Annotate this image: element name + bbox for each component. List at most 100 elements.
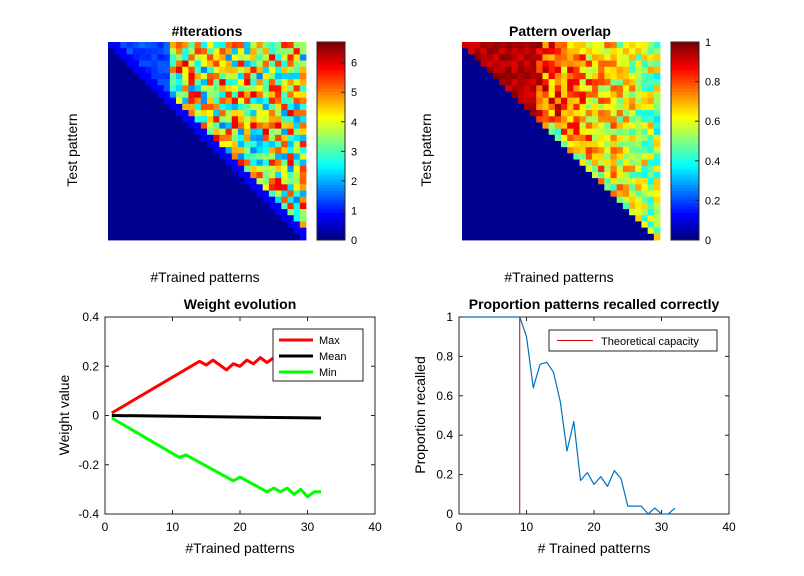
heatmap-cell xyxy=(256,215,264,222)
heatmap-cell xyxy=(499,153,506,160)
heatmap-cell xyxy=(561,178,568,185)
heatmap-cell xyxy=(219,141,226,148)
heatmap-cell xyxy=(579,42,587,49)
heatmap-cell xyxy=(591,153,599,160)
heatmap-cell xyxy=(182,48,189,55)
heatmap-cell xyxy=(169,85,177,92)
heatmap-cell xyxy=(517,165,525,173)
heatmap-cell xyxy=(480,153,488,160)
colorbar-segment xyxy=(317,156,345,161)
heatmap-cell xyxy=(486,122,494,130)
heatmap-cell xyxy=(517,103,525,111)
heatmap-cell xyxy=(200,190,208,198)
heatmap-cell xyxy=(250,233,257,241)
heatmap-cell xyxy=(641,165,649,173)
colorbar-segment xyxy=(671,66,699,71)
heatmap-cell xyxy=(145,79,152,86)
heatmap-cell xyxy=(151,134,158,142)
heatmap-cell xyxy=(250,66,257,74)
heatmap-cell xyxy=(462,72,469,80)
heatmap-cell xyxy=(163,171,171,179)
heatmap-cell xyxy=(114,48,121,55)
heatmap-cell xyxy=(275,221,282,229)
heatmap-cell xyxy=(647,215,655,222)
heatmap-cell xyxy=(275,110,282,117)
colorbar-segment xyxy=(671,230,699,235)
heatmap-cell xyxy=(486,159,494,167)
heatmap-cell xyxy=(287,60,295,68)
colorbar-segment xyxy=(317,218,345,222)
heatmap-cell xyxy=(275,72,282,80)
heatmap-cell xyxy=(523,190,531,198)
heatmap-cell xyxy=(579,122,587,130)
heatmap-cell xyxy=(573,122,580,130)
heatmap-cell xyxy=(511,202,519,210)
heatmap-cell xyxy=(194,60,202,68)
heatmap-cell xyxy=(585,184,593,191)
heatmap-cell xyxy=(293,141,301,148)
heatmap-cell xyxy=(145,54,152,61)
heatmap-cell xyxy=(132,215,140,222)
heatmap-cell xyxy=(635,54,642,61)
heatmap-cell xyxy=(530,184,537,191)
heatmap-cell xyxy=(561,209,568,216)
heatmap-cell xyxy=(237,54,245,61)
heatmap-cell xyxy=(244,85,251,92)
heatmap-cell xyxy=(573,79,580,86)
heatmap-cell xyxy=(622,128,630,136)
heatmap-cell xyxy=(250,60,257,68)
heatmap-cell xyxy=(287,85,295,92)
heatmap-cell xyxy=(474,215,481,222)
heatmap-cell xyxy=(567,116,574,123)
heatmap-cell xyxy=(604,153,611,160)
heatmap-cell xyxy=(268,202,276,210)
heatmap-cell xyxy=(604,165,611,173)
heatmap-cell xyxy=(231,72,239,80)
heatmap-cell xyxy=(182,66,189,74)
heatmap-cell xyxy=(567,48,574,55)
heatmap-cell xyxy=(287,171,295,179)
heatmap-cell xyxy=(647,54,655,61)
heatmap-cell xyxy=(231,79,239,86)
heatmap-cell xyxy=(641,221,649,229)
heatmap-cell xyxy=(219,110,226,117)
heatmap-cell xyxy=(207,116,214,123)
heatmap-cell xyxy=(629,227,636,235)
heatmap-cell xyxy=(653,128,661,136)
heatmap-cell xyxy=(231,215,239,222)
heatmap-cell xyxy=(163,202,171,210)
heatmap-cell xyxy=(268,165,276,173)
heatmap-cell xyxy=(610,134,618,142)
heatmap-cell xyxy=(591,141,599,148)
heatmap-cell xyxy=(250,209,257,216)
heatmap-cell xyxy=(480,202,488,210)
heatmap-cell xyxy=(641,153,649,160)
colorbar-segment xyxy=(671,236,699,241)
heatmap-cell xyxy=(287,147,295,154)
heatmap-cell xyxy=(299,97,307,105)
heatmap-cell xyxy=(480,184,488,191)
heatmap-cell xyxy=(585,110,593,117)
heatmap-cell xyxy=(138,128,146,136)
heatmap-cell xyxy=(622,103,630,111)
heatmap-cell xyxy=(536,91,543,99)
heatmap-cell xyxy=(275,153,282,160)
heatmap-cell xyxy=(511,79,519,86)
heatmap-cell xyxy=(188,171,196,179)
heatmap-cell xyxy=(480,165,488,173)
heatmap-cell xyxy=(523,42,531,49)
heatmap-cell xyxy=(157,196,165,204)
heatmap-cell xyxy=(188,66,196,74)
heatmap-cell xyxy=(536,196,543,204)
heatmap-cell xyxy=(492,60,500,68)
heatmap-cell xyxy=(126,91,134,99)
heatmap-cell xyxy=(647,48,655,55)
heatmap-cell xyxy=(126,110,134,117)
heatmap-cell xyxy=(262,141,270,148)
heatmap-cell xyxy=(647,153,655,160)
x-tick-label: 0 xyxy=(102,520,109,534)
heatmap-cell xyxy=(163,196,171,204)
heatmap-cell xyxy=(200,66,208,74)
heatmap-cell xyxy=(536,103,543,111)
heatmap-cell xyxy=(517,128,525,136)
